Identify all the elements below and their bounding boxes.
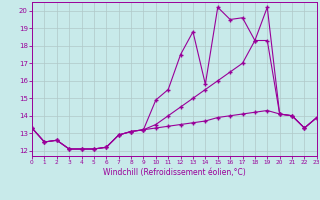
X-axis label: Windchill (Refroidissement éolien,°C): Windchill (Refroidissement éolien,°C) [103,168,246,177]
